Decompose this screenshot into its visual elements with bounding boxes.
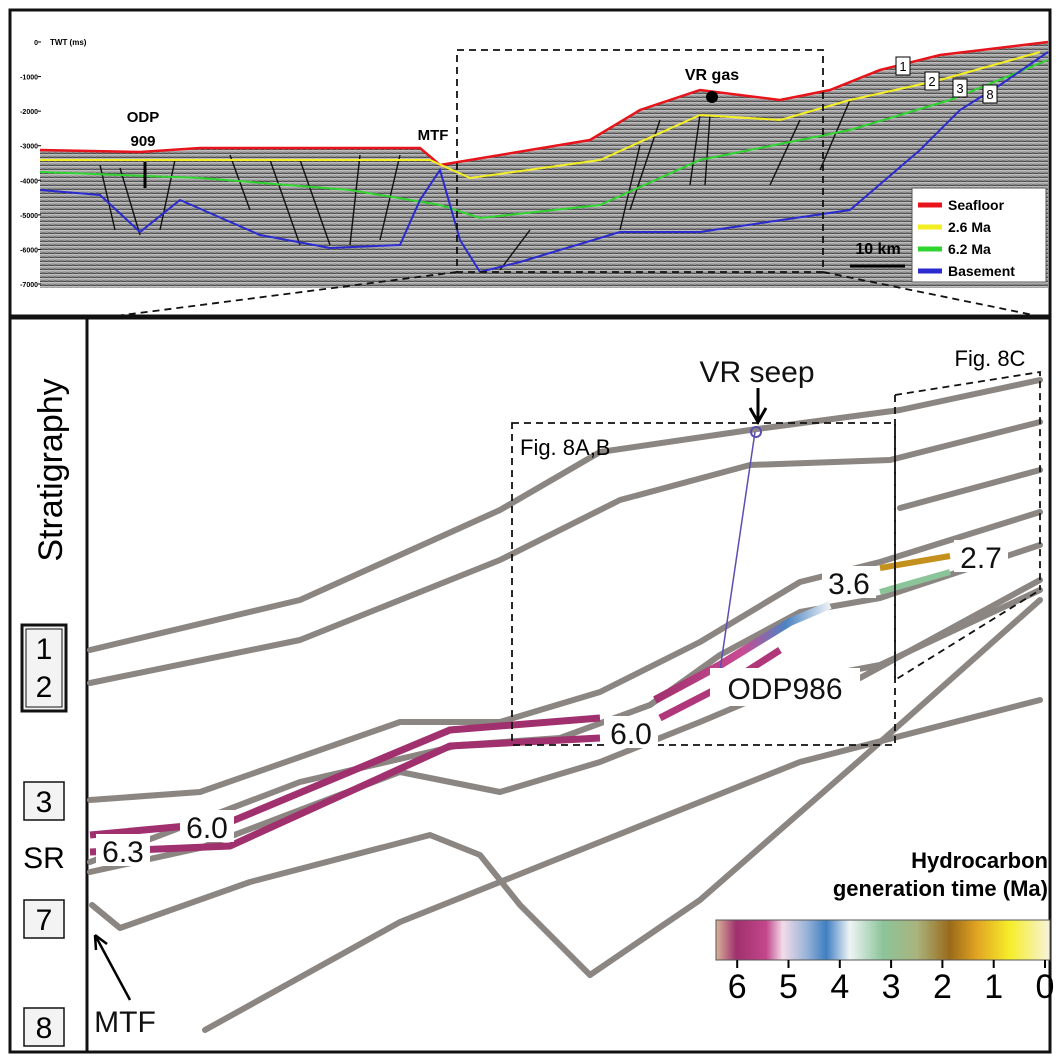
unit-label: 3 bbox=[36, 786, 53, 819]
legend-label: Basement bbox=[948, 263, 1015, 279]
marker-label: 1 bbox=[899, 59, 906, 74]
colorbar-title: generation time (Ma) bbox=[833, 876, 1048, 901]
legend-label: Seafloor bbox=[948, 197, 1005, 213]
vr-seep-label: VR seep bbox=[699, 356, 814, 389]
colorbar-tick-label: 6 bbox=[728, 968, 747, 1006]
fig-8c-label: Fig. 8C bbox=[955, 346, 1026, 371]
unit-label: SR bbox=[23, 842, 65, 875]
marker-label: 8 bbox=[986, 87, 993, 102]
vr-gas-label: VR gas bbox=[685, 67, 739, 84]
scale-bar-label: 10 km bbox=[855, 241, 900, 258]
colorbar-title: Hydrocarbon bbox=[911, 848, 1048, 873]
colorbar-tick-label: 2 bbox=[933, 968, 952, 1006]
age-label: 6.3 bbox=[102, 836, 144, 869]
colorbar-tick-label: 3 bbox=[882, 968, 901, 1006]
age-label: 6.0 bbox=[186, 812, 228, 845]
marker-label: 2 bbox=[928, 74, 935, 89]
unit-label: 8 bbox=[36, 1012, 53, 1045]
colorbar-tick-label: 1 bbox=[984, 968, 1003, 1006]
age-label: 3.6 bbox=[828, 568, 870, 601]
depth-tick-label: 0 bbox=[34, 40, 38, 47]
depth-tick-label: -3000 bbox=[20, 144, 38, 151]
mtf-label: MTF bbox=[418, 127, 449, 144]
axis-title: TWT (ms) bbox=[50, 38, 87, 47]
well-label: ODP bbox=[127, 109, 160, 126]
odp986-label: ODP986 bbox=[727, 673, 842, 706]
depth-tick-label: -2000 bbox=[20, 109, 38, 116]
colorbar bbox=[716, 920, 1050, 960]
unit-label: 7 bbox=[36, 904, 53, 937]
depth-tick-label: -4000 bbox=[20, 178, 38, 185]
legend-label: 6.2 Ma bbox=[948, 241, 991, 257]
colorbar-tick-label: 4 bbox=[830, 968, 849, 1006]
depth-tick-label: -5000 bbox=[20, 213, 38, 220]
unit-label: 2 bbox=[36, 671, 53, 704]
colorbar-tick-label: 5 bbox=[779, 968, 798, 1006]
depth-tick-label: -1000 bbox=[20, 75, 38, 82]
vr-gas-point bbox=[706, 91, 718, 103]
age-label: 2.7 bbox=[960, 542, 1002, 575]
stratigraphy-title: Stratigraphy bbox=[32, 378, 70, 561]
legend-label: 2.6 Ma bbox=[948, 219, 991, 235]
unit-label: 1 bbox=[36, 633, 53, 666]
depth-tick-label: -6000 bbox=[20, 247, 38, 254]
colorbar-tick-label: 0 bbox=[1036, 968, 1055, 1006]
well-label: 909 bbox=[130, 133, 155, 150]
age-label: 6.0 bbox=[610, 718, 652, 751]
mtf-label: MTF bbox=[94, 1006, 156, 1039]
depth-tick-label: -7000 bbox=[20, 282, 38, 289]
marker-label: 3 bbox=[956, 81, 963, 96]
fig-8ab-label: Fig. 8A,B bbox=[520, 435, 610, 460]
figure: TWT (ms) 0 -1000 -2000 -3000 -4000 -5000 -6000… bbox=[0, 0, 1060, 1057]
